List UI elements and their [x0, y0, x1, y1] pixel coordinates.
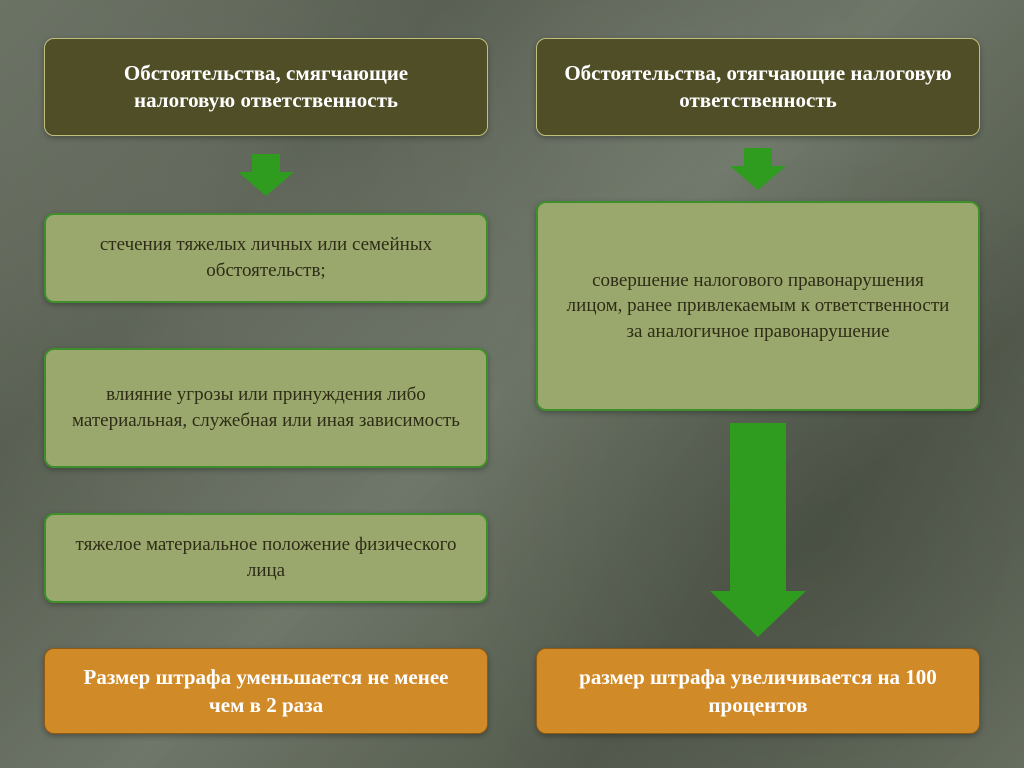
left-column: Обстоятельства, смягчающие налоговую отв… [44, 38, 488, 734]
right-item-text: совершение налогового правонарушения лиц… [564, 268, 952, 345]
right-footer-text: размер штрафа увеличивается на 100 проце… [563, 663, 953, 720]
left-header-box: Обстоятельства, смягчающие налоговую отв… [44, 38, 488, 136]
right-column: Обстоятельства, отягчающие налоговую отв… [536, 38, 980, 734]
left-item-3-text: тяжелое материальное положение физическо… [72, 532, 460, 583]
left-item-2-text: влияние угрозы или принуждения либо мате… [72, 382, 460, 433]
right-item: совершение налогового правонарушения лиц… [536, 201, 980, 411]
arrow-down-icon [250, 154, 282, 196]
right-header-text: Обстоятельства, отягчающие налоговую отв… [563, 60, 953, 115]
left-item-2: влияние угрозы или принуждения либо мате… [44, 348, 488, 468]
left-header-text: Обстоятельства, смягчающие налоговую отв… [71, 60, 461, 115]
right-header-box: Обстоятельства, отягчающие налоговую отв… [536, 38, 980, 136]
left-footer-text: Размер штрафа уменьшается не менее чем в… [71, 663, 461, 720]
left-footer-box: Размер штрафа уменьшается не менее чем в… [44, 648, 488, 734]
arrow-down-large-icon [710, 423, 806, 637]
right-footer-box: размер штрафа увеличивается на 100 проце… [536, 648, 980, 734]
diagram-container: Обстоятельства, смягчающие налоговую отв… [0, 0, 1024, 768]
left-item-1: стечения тяжелых личных или семейных обс… [44, 213, 488, 303]
arrow-down-icon [742, 148, 774, 190]
left-item-3: тяжелое материальное положение физическо… [44, 513, 488, 603]
left-item-1-text: стечения тяжелых личных или семейных обс… [72, 232, 460, 283]
